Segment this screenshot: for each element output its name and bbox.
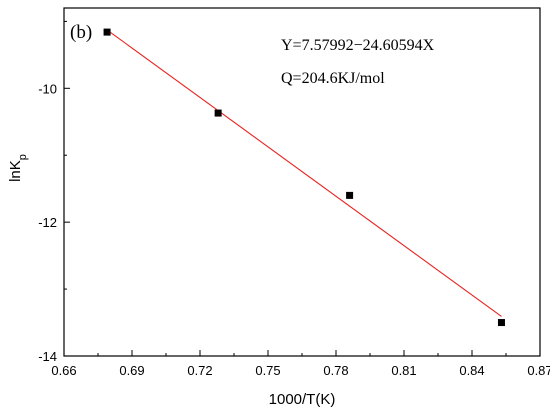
activation-energy-annotation: Q=204.6KJ/mol <box>281 70 385 87</box>
y-axis-label-base: lnK <box>7 160 24 182</box>
x-tick-label: 0.78 <box>323 363 348 378</box>
plot-layer <box>103 28 505 327</box>
x-tick-label: 0.66 <box>51 363 76 378</box>
x-axis-label: 1000/T(K) <box>269 391 336 408</box>
plot-frame <box>63 7 541 357</box>
y-axis-label-subscript: p <box>17 154 29 160</box>
x-tick-label: 0.69 <box>119 363 144 378</box>
x-tick-label: 0.87 <box>527 363 550 378</box>
fit-equation-annotation: Y=7.57992−24.60594X <box>281 37 435 54</box>
x-tick-label: 0.84 <box>459 363 484 378</box>
data-point <box>346 191 354 199</box>
x-tick-label: 0.81 <box>391 363 416 378</box>
x-tick-label: 0.72 <box>187 363 212 378</box>
data-point <box>103 28 111 36</box>
y-tick-label: -14 <box>38 349 57 364</box>
panel-label: (b) <box>70 22 92 43</box>
y-tick-label: -10 <box>38 81 57 96</box>
y-tick-label: -12 <box>38 215 57 230</box>
y-axis-label: lnKp <box>7 154 29 182</box>
ticks-layer: 0.66 0.69 0.72 0.75 0.78 0.81 0.84 0.87 -14 -12 -1… <box>38 20 550 378</box>
data-point <box>214 109 222 117</box>
x-tick-label: 0.75 <box>255 363 280 378</box>
fit-line <box>106 29 502 317</box>
data-point <box>497 319 505 327</box>
